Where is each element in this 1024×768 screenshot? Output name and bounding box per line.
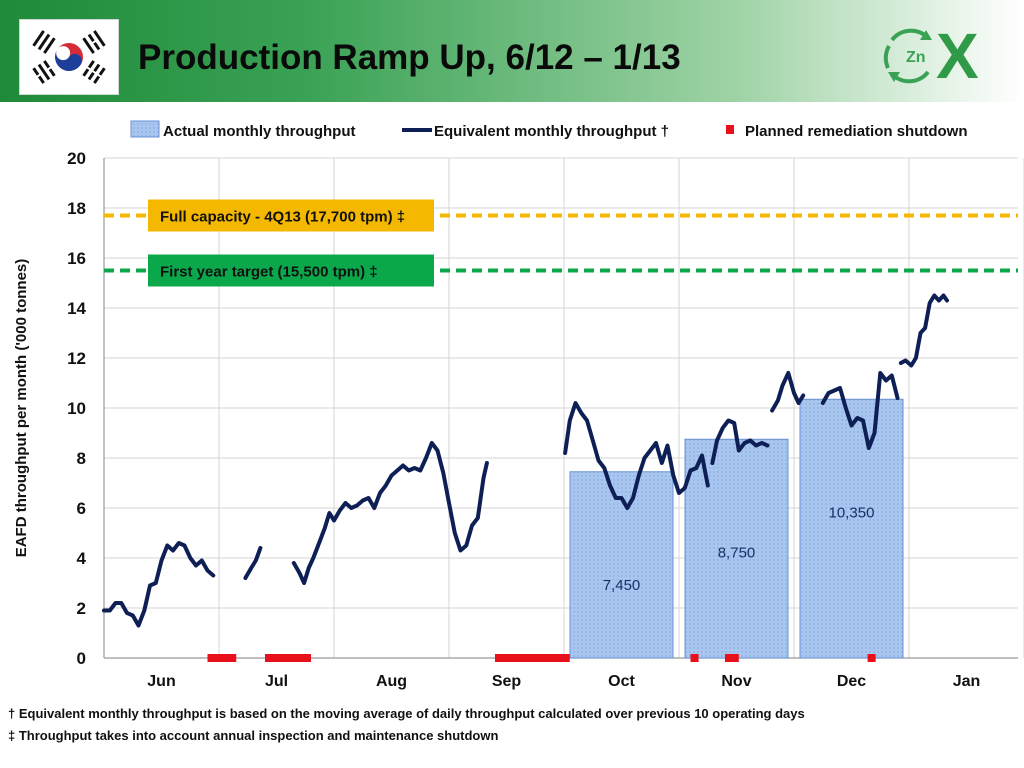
y-tick-label: 0 <box>77 649 86 668</box>
logo-x-text: X <box>936 20 979 92</box>
flag-frame <box>19 19 119 95</box>
y-tick-label: 20 <box>67 149 86 168</box>
south-korea-flag-icon <box>20 20 118 94</box>
bar-value-label: 7,450 <box>603 577 641 594</box>
reference-label-box <box>148 254 434 287</box>
bar-value-label: 10,350 <box>829 504 875 521</box>
equivalent-throughput-line <box>898 293 949 368</box>
footnote-dagger: † Equivalent monthly throughput is based… <box>8 706 805 721</box>
shutdown-marker <box>495 654 570 662</box>
y-tick-label: 2 <box>77 599 86 618</box>
x-tick-label: Nov <box>721 673 751 690</box>
legend-bar-swatch <box>130 120 160 138</box>
equivalent-throughput-line <box>820 371 900 450</box>
shutdown-marker <box>867 654 876 662</box>
equivalent-throughput-line <box>710 418 770 465</box>
x-tick-label: Jul <box>265 673 288 690</box>
throughput-chart: 0 2 4 6 8 10 12 14 16 18 20 Jun Jul Aug Sep Oct Nov Dec Ja… <box>13 120 1024 690</box>
shutdown-marker <box>690 654 699 662</box>
logo-zn-text: Zn <box>906 49 926 66</box>
y-tick-label: 12 <box>67 349 86 368</box>
legend-bar-label: Actual monthly throughput <box>163 123 355 140</box>
recycle-arrows-icon <box>883 28 932 84</box>
legend-shutdown-swatch <box>726 125 734 134</box>
x-tick-label: Jan <box>953 673 981 690</box>
equivalent-throughput-line <box>291 441 489 585</box>
y-axis-label: EAFD throughput per month ('000 tonnes) <box>13 259 30 558</box>
equivalent-throughput-line <box>563 401 710 510</box>
legend-line-label: Equivalent monthly throughput † <box>434 123 669 140</box>
bar <box>799 398 904 659</box>
bar <box>684 438 789 659</box>
reference-label: First year target (15,500 tpm) ‡ <box>160 264 378 281</box>
y-tick-label: 10 <box>67 399 86 418</box>
x-tick-label: Oct <box>608 673 635 690</box>
bar <box>569 471 674 659</box>
y-tick-label: 18 <box>67 199 86 218</box>
y-tick-label: 8 <box>77 449 86 468</box>
legend-shutdown-label: Planned remediation shutdown <box>745 123 968 140</box>
y-tick-label: 4 <box>77 549 87 568</box>
shutdown-marker <box>265 654 311 662</box>
reference-label: Full capacity - 4Q13 (17,700 tpm) ‡ <box>160 209 405 226</box>
reference-label-box <box>148 199 434 232</box>
bar-value-label: 8,750 <box>718 544 756 561</box>
x-tick-label: Dec <box>837 673 866 690</box>
equivalent-throughput-line <box>102 541 216 628</box>
zinc-recycle-zox-logo-icon: Zn X <box>880 18 1000 98</box>
shutdown-marker <box>725 654 739 662</box>
header-band: Production Ramp Up, 6/12 – 1/13 Zn X <box>0 0 1024 102</box>
y-tick-label: 14 <box>67 299 86 318</box>
x-tick-label: Aug <box>376 673 407 690</box>
equivalent-throughput-line <box>770 371 806 413</box>
x-tick-label: Jun <box>147 673 175 690</box>
footnote-double-dagger: ‡ Throughput takes into account annual i… <box>8 728 499 743</box>
equivalent-throughput-line <box>243 546 263 580</box>
x-tick-label: Sep <box>492 673 522 690</box>
page-title: Production Ramp Up, 6/12 – 1/13 <box>138 38 681 77</box>
y-tick-label: 16 <box>67 249 86 268</box>
shutdown-marker <box>207 654 237 662</box>
y-tick-label: 6 <box>77 499 86 518</box>
